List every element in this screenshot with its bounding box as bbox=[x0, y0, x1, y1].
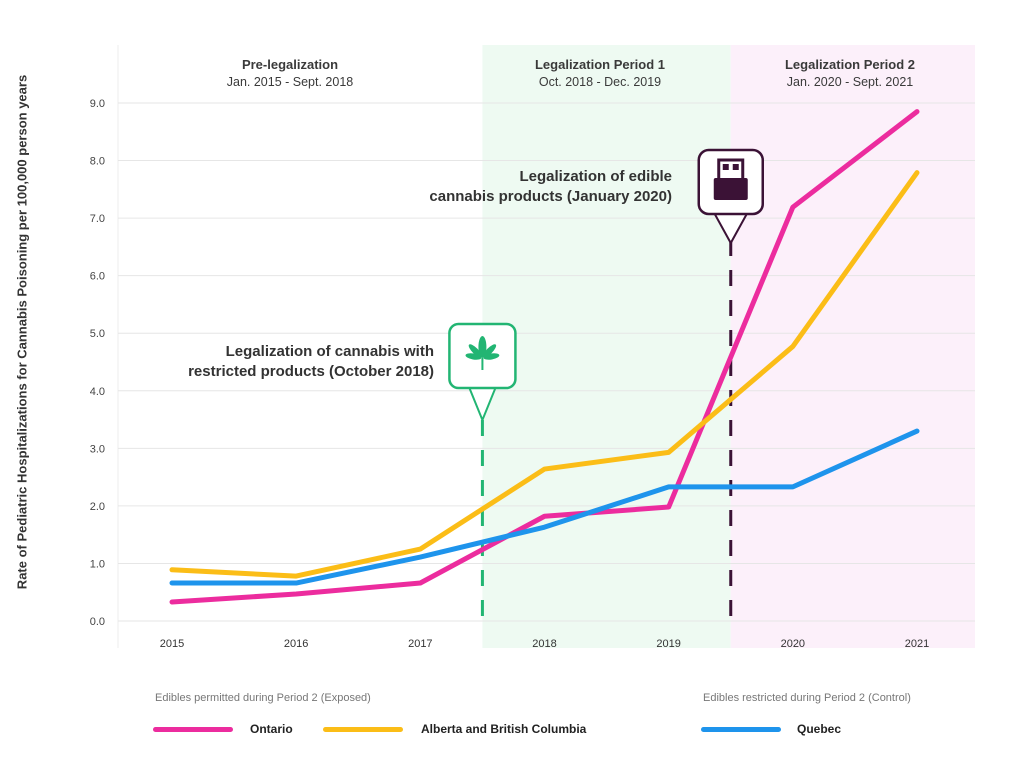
legend-label-ontario: Ontario bbox=[250, 722, 293, 736]
cannabis-marker bbox=[448, 322, 517, 423]
period-name: Legalization Period 1 bbox=[534, 57, 666, 72]
chocolate-square bbox=[722, 164, 729, 170]
x-tick-label: 2016 bbox=[284, 638, 308, 650]
legend-label-alberta-bc: Alberta and British Columbia bbox=[421, 722, 587, 736]
y-tick-label: 9.0 bbox=[90, 98, 105, 110]
annotation-line: restricted products (October 2018) bbox=[188, 363, 434, 380]
legend-swatch-ontario bbox=[153, 727, 233, 732]
x-tick-label: 2019 bbox=[656, 638, 680, 650]
period-band-1 bbox=[482, 45, 731, 648]
period-legalization-1: Legalization Period 1 Oct. 2018 - Dec. 2… bbox=[500, 57, 700, 89]
period-name: Legalization Period 2 bbox=[784, 57, 916, 72]
y-tick-label: 8.0 bbox=[90, 156, 105, 168]
annotation-cannabis-legalization: Legalization of cannabis with restricted… bbox=[188, 342, 434, 382]
leaf-blade bbox=[482, 344, 497, 358]
period-band-2 bbox=[730, 45, 975, 648]
series-line-alberta-and-british-columbia bbox=[169, 170, 920, 579]
y-axis-label: Rate of Pediatric Hospitalizations for C… bbox=[2, 22, 42, 642]
legend-swatch-alberta-bc bbox=[323, 727, 403, 732]
y-tick-labels: 0.0 1.0 2.0 3.0 4.0 5.0 6.0 7.0 8.0 9.0 bbox=[90, 98, 105, 628]
event-lines bbox=[480, 240, 733, 621]
period-range: Oct. 2018 - Dec. 2019 bbox=[538, 75, 662, 89]
period-bands bbox=[118, 45, 975, 648]
legend-swatch-quebec bbox=[701, 727, 781, 732]
annotation-line: Legalization of edible bbox=[519, 168, 672, 185]
legend-exposed-heading: Edibles permitted during Period 2 (Expos… bbox=[155, 692, 371, 704]
annotation-line: cannabis products (January 2020) bbox=[429, 188, 672, 205]
x-tick-label: 2020 bbox=[781, 638, 805, 650]
x-tick-labels: 2015 2016 2017 2018 2019 2020 2021 bbox=[160, 638, 929, 650]
period-pre-legalization: Pre-legalization Jan. 2015 - Sept. 2018 bbox=[190, 57, 390, 89]
edibles-marker bbox=[697, 148, 764, 246]
leaf-blade bbox=[465, 353, 482, 360]
y-tick-label: 5.0 bbox=[90, 328, 105, 340]
cannabis-leaf-icon bbox=[465, 336, 500, 370]
series-line-quebec bbox=[169, 428, 920, 586]
x-tick-label: 2017 bbox=[408, 638, 432, 650]
edible-chocolate-icon bbox=[713, 158, 748, 200]
series-line-ontario bbox=[169, 109, 920, 605]
series-lines bbox=[169, 109, 920, 605]
y-tick-label: 6.0 bbox=[90, 271, 105, 283]
marker-pointer bbox=[468, 387, 497, 423]
event-markers bbox=[448, 148, 764, 423]
period-range: Jan. 2020 - Sept. 2021 bbox=[786, 75, 914, 89]
leaf-stem bbox=[481, 358, 484, 370]
y-axis-title: Rate of Pediatric Hospitalizations for C… bbox=[14, 74, 30, 590]
y-tick-label: 3.0 bbox=[90, 443, 105, 455]
x-tick-label: 2021 bbox=[905, 638, 929, 650]
leaf-blade bbox=[483, 353, 500, 360]
legend-label-quebec: Quebec bbox=[797, 722, 842, 736]
y-tick-label: 4.0 bbox=[90, 386, 105, 398]
y-tick-label: 0.0 bbox=[90, 616, 105, 628]
leaf-blade bbox=[468, 344, 483, 358]
marker-pointer bbox=[713, 213, 748, 246]
gridlines bbox=[117, 45, 975, 648]
legend-control-heading: Edibles restricted during Period 2 (Cont… bbox=[703, 692, 911, 704]
chocolate-square bbox=[732, 164, 739, 170]
x-tick-label: 2018 bbox=[532, 638, 556, 650]
annotation-edible-legalization: Legalization of edible cannabis products… bbox=[429, 167, 672, 207]
y-tick-label: 1.0 bbox=[90, 558, 105, 570]
x-tick-label: 2015 bbox=[160, 638, 184, 650]
y-tick-label: 2.0 bbox=[90, 501, 105, 513]
chocolate-wrapper bbox=[713, 178, 748, 200]
period-legalization-2: Legalization Period 2 Jan. 2020 - Sept. … bbox=[750, 57, 950, 89]
annotation-line: Legalization of cannabis with bbox=[225, 343, 434, 360]
period-range: Jan. 2015 - Sept. 2018 bbox=[226, 75, 354, 89]
period-name: Pre-legalization bbox=[241, 57, 339, 72]
y-tick-label: 7.0 bbox=[90, 213, 105, 225]
